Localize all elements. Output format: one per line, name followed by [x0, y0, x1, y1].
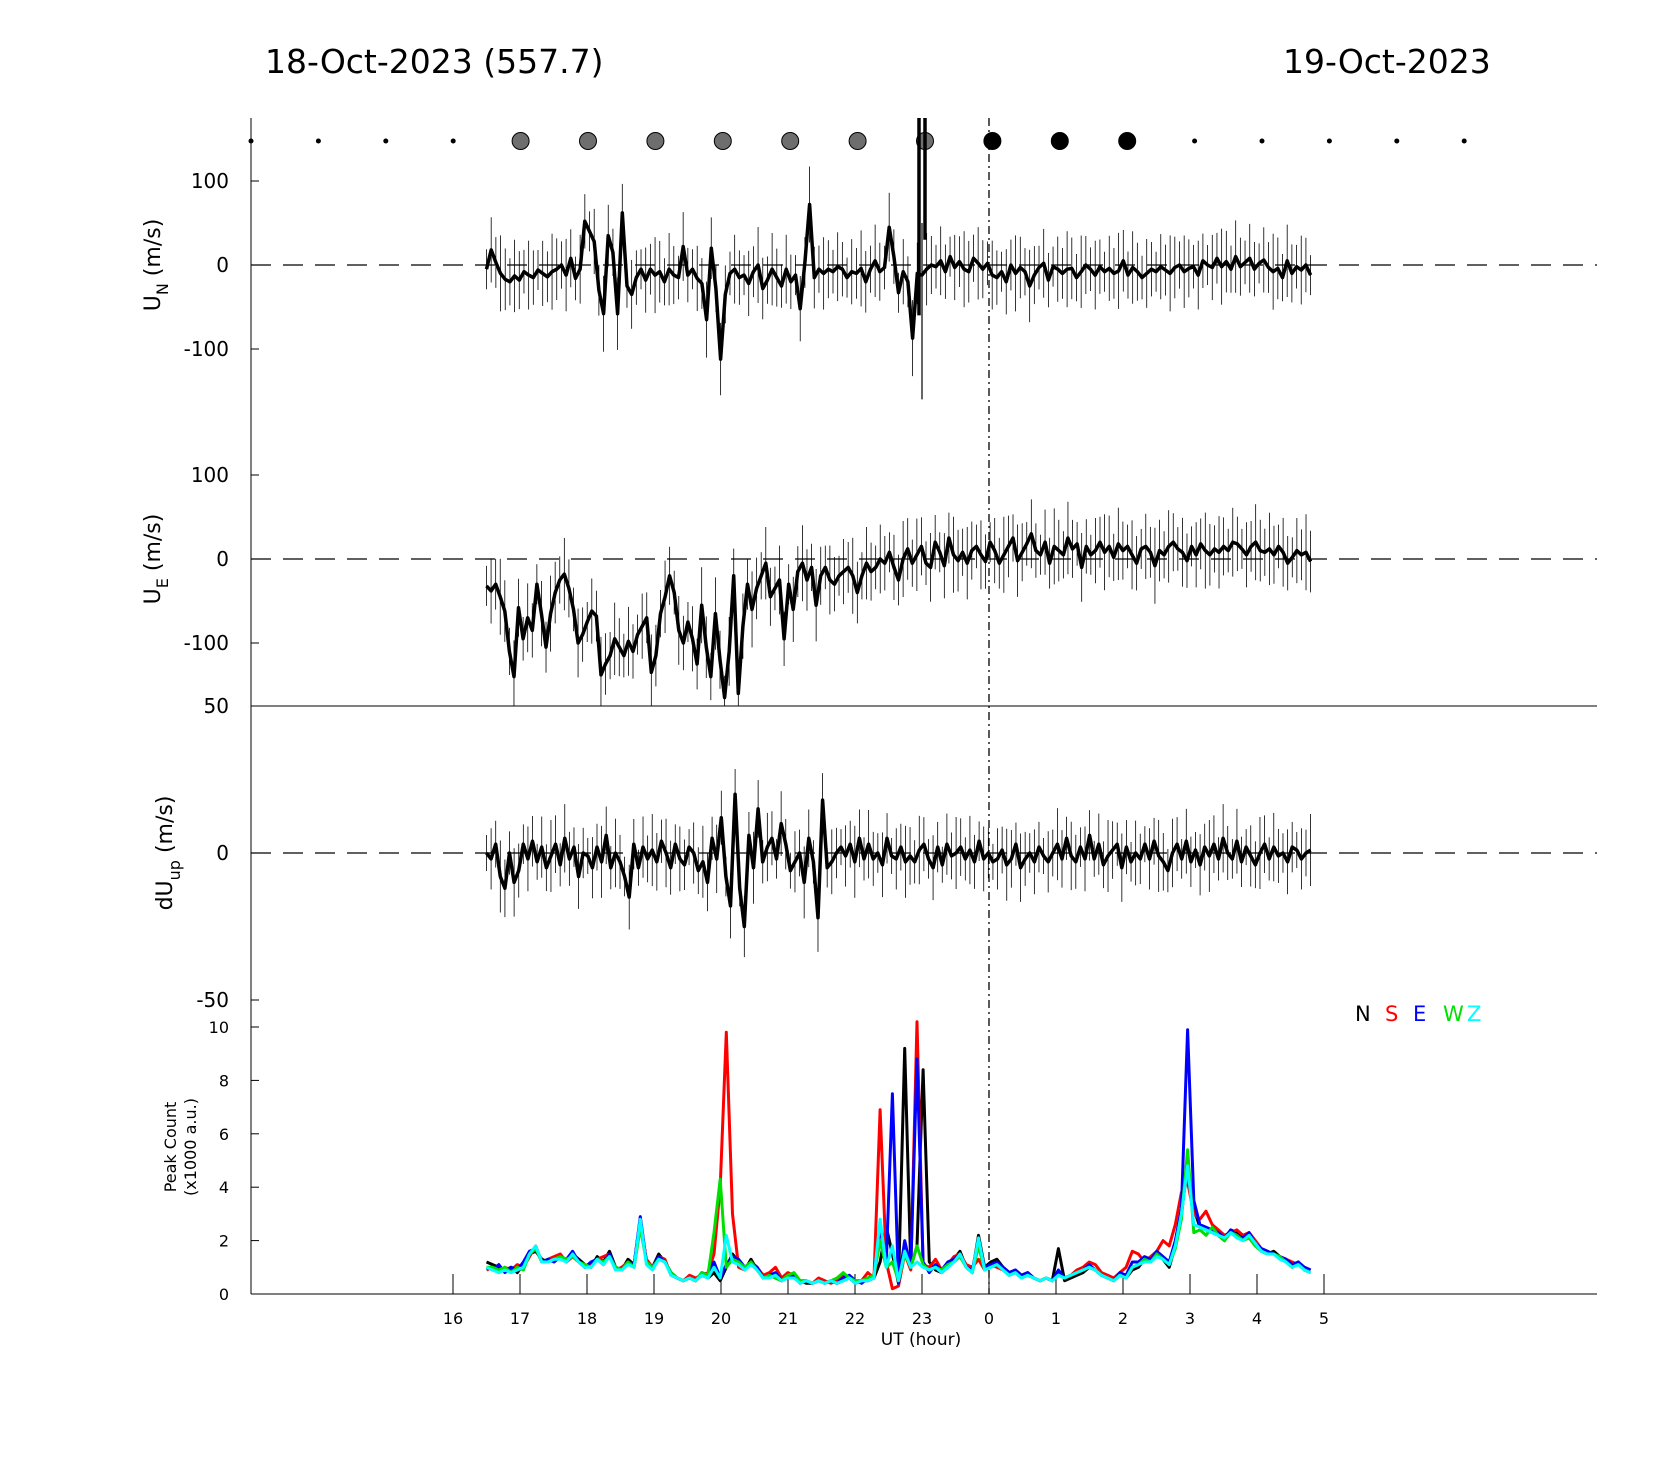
- sky-marker: [1461, 138, 1467, 144]
- x-tick-label: 1: [1051, 1309, 1061, 1328]
- legend-entry-w: W: [1443, 1002, 1464, 1026]
- sky-marker: [248, 138, 254, 144]
- sky-marker: [848, 132, 867, 150]
- sky-marker: [1259, 138, 1265, 144]
- data-layer: [484, 118, 1313, 1291]
- y-axis-label-line2: (x1000 a.u.): [181, 1098, 200, 1196]
- sky-marker: [450, 138, 456, 144]
- x-tick-label: 17: [510, 1309, 530, 1328]
- series-line: [484, 202, 1313, 361]
- legend-entry-s: S: [1385, 1002, 1398, 1026]
- y-tick-label: 2: [219, 1232, 229, 1251]
- series-line: [485, 792, 1312, 929]
- y-axis-label-subscript: E: [153, 578, 172, 588]
- legend-entry-n: N: [1355, 1002, 1371, 1026]
- x-tick-label: 3: [1185, 1309, 1195, 1328]
- x-tick-label: 2: [1118, 1309, 1128, 1328]
- sky-marker: [983, 132, 1002, 150]
- y-tick-label: 10: [209, 1018, 229, 1037]
- y-axis-label: UN (m/s): [141, 219, 172, 312]
- y-tick-label: 0: [216, 841, 229, 865]
- y-tick-label: 100: [191, 169, 229, 193]
- sky-marker: [315, 138, 321, 144]
- y-axis-label-main: dU: [153, 880, 178, 910]
- sky-marker: [1118, 132, 1137, 150]
- x-tick-label: 19: [644, 1309, 664, 1328]
- legend-entry-z: Z: [1467, 1002, 1481, 1026]
- y-tick-label: 0: [216, 547, 229, 571]
- x-axis-label: UT (hour): [881, 1330, 961, 1350]
- sky-marker: [781, 132, 800, 150]
- y-axis-label-main: U: [141, 295, 166, 311]
- legend-entry-e: E: [1413, 1002, 1426, 1026]
- x-tick-label: 18: [577, 1309, 597, 1328]
- y-tick-label: 8: [219, 1071, 229, 1090]
- y-tick-label: -100: [184, 631, 229, 655]
- sky-marker: [646, 132, 665, 150]
- x-tick-label: 5: [1319, 1309, 1329, 1328]
- sky-marker: [579, 132, 597, 150]
- y-axis-label-unit: (m/s): [153, 796, 178, 860]
- x-tick-label: 16: [443, 1309, 463, 1328]
- y-axis-label-subscript: up: [165, 860, 184, 880]
- sky-marker: [1394, 138, 1400, 144]
- y-tick-label: 6: [219, 1125, 229, 1144]
- series-line: [485, 532, 1313, 700]
- series-line: [485, 1164, 1312, 1285]
- y-tick-label: -100: [184, 337, 229, 361]
- y-axis-label-subscript: N: [153, 283, 172, 295]
- sky-marker: [713, 132, 732, 150]
- y-tick-label: 4: [219, 1178, 229, 1197]
- y-axis-label-main: U: [141, 588, 166, 604]
- x-tick-label: 4: [1252, 1309, 1262, 1328]
- y-axis-label: dUup (m/s): [153, 796, 184, 911]
- sky-marker: [1326, 138, 1332, 144]
- x-tick-label: 20: [711, 1309, 731, 1328]
- sky-marker: [383, 138, 389, 144]
- x-tick-label: 0: [984, 1309, 994, 1328]
- right-date-title: 19-Oct-2023: [1283, 42, 1491, 81]
- axes-layer: [248, 118, 1597, 1295]
- x-tick-label: 22: [845, 1309, 865, 1328]
- x-tick-label: 23: [912, 1309, 932, 1328]
- sky-marker: [1192, 138, 1198, 144]
- left-date-title: 18-Oct-2023 (557.7): [265, 42, 604, 81]
- y-tick-label: -50: [196, 988, 229, 1012]
- y-tick-label: 0: [216, 253, 229, 277]
- y-axis-label-line1: Peak Count: [161, 1102, 180, 1193]
- y-tick-label: 0: [219, 1285, 229, 1304]
- y-axis-label: UE (m/s): [141, 514, 172, 605]
- sky-marker: [1050, 132, 1069, 150]
- y-axis-label-unit: (m/s): [141, 219, 166, 283]
- y-tick-label: 50: [204, 694, 229, 718]
- y-tick-label: 100: [191, 463, 229, 487]
- x-tick-label: 21: [778, 1309, 798, 1328]
- y-axis-label-unit: (m/s): [141, 514, 166, 578]
- sky-marker: [511, 132, 530, 150]
